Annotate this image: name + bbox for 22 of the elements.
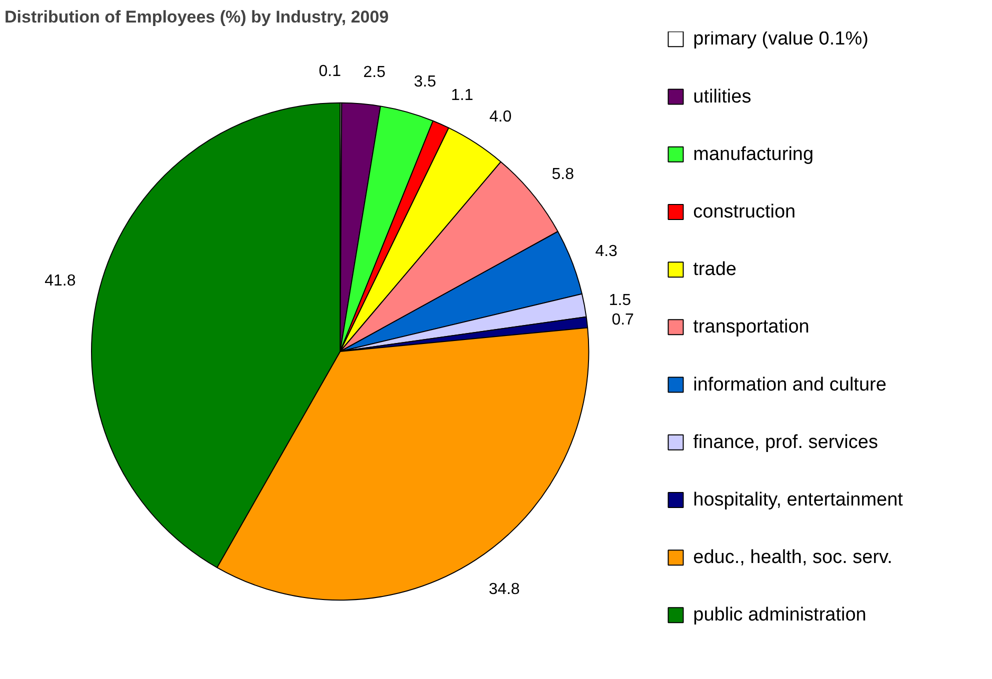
data-label: 3.5 <box>414 73 436 90</box>
data-label: 0.7 <box>612 311 634 328</box>
legend-label: information and culture <box>693 374 886 396</box>
legend-label: trade <box>693 259 736 280</box>
legend-label: hospitality, entertainment <box>693 489 904 510</box>
legend-label: manufacturing <box>693 144 814 165</box>
legend-label: public administration <box>693 604 866 626</box>
legend-label: construction <box>693 201 796 222</box>
data-label: 2.5 <box>363 64 386 81</box>
data-label: 1.1 <box>450 87 474 104</box>
legend-label: transportation <box>693 316 810 338</box>
legend-label: utilities <box>693 86 752 108</box>
data-label: 41.8 <box>44 272 76 290</box>
legend-label: educ., health, soc. serv. <box>693 547 892 568</box>
data-label: 1.5 <box>608 292 632 310</box>
data-label: 0.1 <box>318 62 342 80</box>
legend-label: finance, prof. services <box>693 432 878 453</box>
data-label: 5.8 <box>552 166 574 184</box>
chart-title: Distribution of Employees (%) by Industry, 2009 <box>4 8 389 26</box>
data-label: 34.8 <box>488 580 520 598</box>
data-label: 4.3 <box>595 242 618 260</box>
data-label: 4.0 <box>489 108 512 126</box>
